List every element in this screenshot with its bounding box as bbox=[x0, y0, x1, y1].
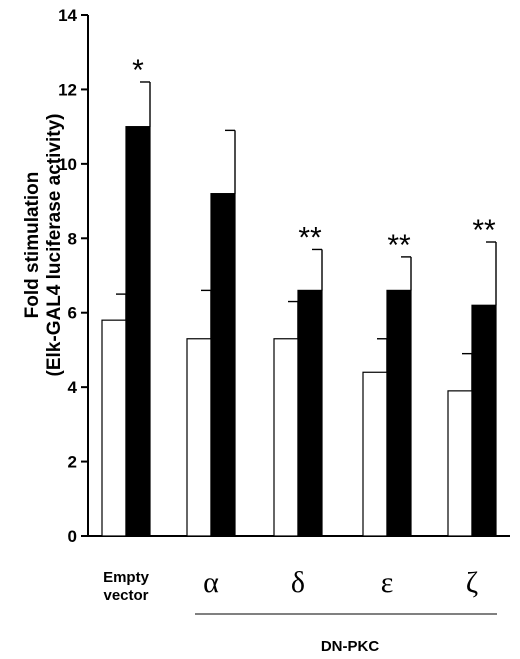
group-label: DN-PKC bbox=[321, 638, 379, 655]
x-category-label: Empty bbox=[103, 569, 150, 586]
bar-treated bbox=[125, 126, 151, 537]
y-axis-label-line1: Fold stimulation bbox=[22, 172, 43, 319]
x-category-label: vector bbox=[103, 587, 148, 604]
x-category-label: ε bbox=[381, 566, 394, 599]
bar-control bbox=[447, 390, 473, 537]
y-tick-label: 10 bbox=[58, 155, 77, 174]
y-axis-label-line2: (Elk-GAL4 luciferase activity) bbox=[44, 114, 65, 377]
y-axis-label: Fold stimulation (Elk-GAL4 luciferase ac… bbox=[22, 114, 65, 377]
bar-treated bbox=[210, 193, 236, 537]
y-tick-label: 4 bbox=[68, 378, 78, 397]
bar-control bbox=[101, 319, 127, 537]
y-tick-label: 0 bbox=[68, 527, 77, 546]
bar-control bbox=[273, 338, 299, 537]
y-tick-label: 2 bbox=[68, 453, 77, 472]
significance-marker: ** bbox=[387, 229, 411, 262]
x-category-label: ζ bbox=[466, 566, 478, 599]
x-category-label: δ bbox=[291, 566, 305, 599]
y-tick-label: 6 bbox=[68, 304, 77, 323]
bar-control bbox=[362, 371, 388, 537]
bar-treated bbox=[471, 304, 497, 537]
bar-treated bbox=[297, 289, 323, 537]
significance-marker: ** bbox=[298, 221, 322, 254]
x-category-label: α bbox=[203, 566, 219, 599]
y-tick-label: 12 bbox=[58, 80, 77, 99]
bar-control bbox=[186, 338, 212, 537]
significance-marker: ** bbox=[472, 214, 496, 247]
significance-marker: * bbox=[132, 54, 144, 87]
bar-treated bbox=[386, 289, 412, 537]
y-tick-label: 8 bbox=[68, 229, 77, 248]
y-tick-label: 14 bbox=[58, 6, 77, 25]
